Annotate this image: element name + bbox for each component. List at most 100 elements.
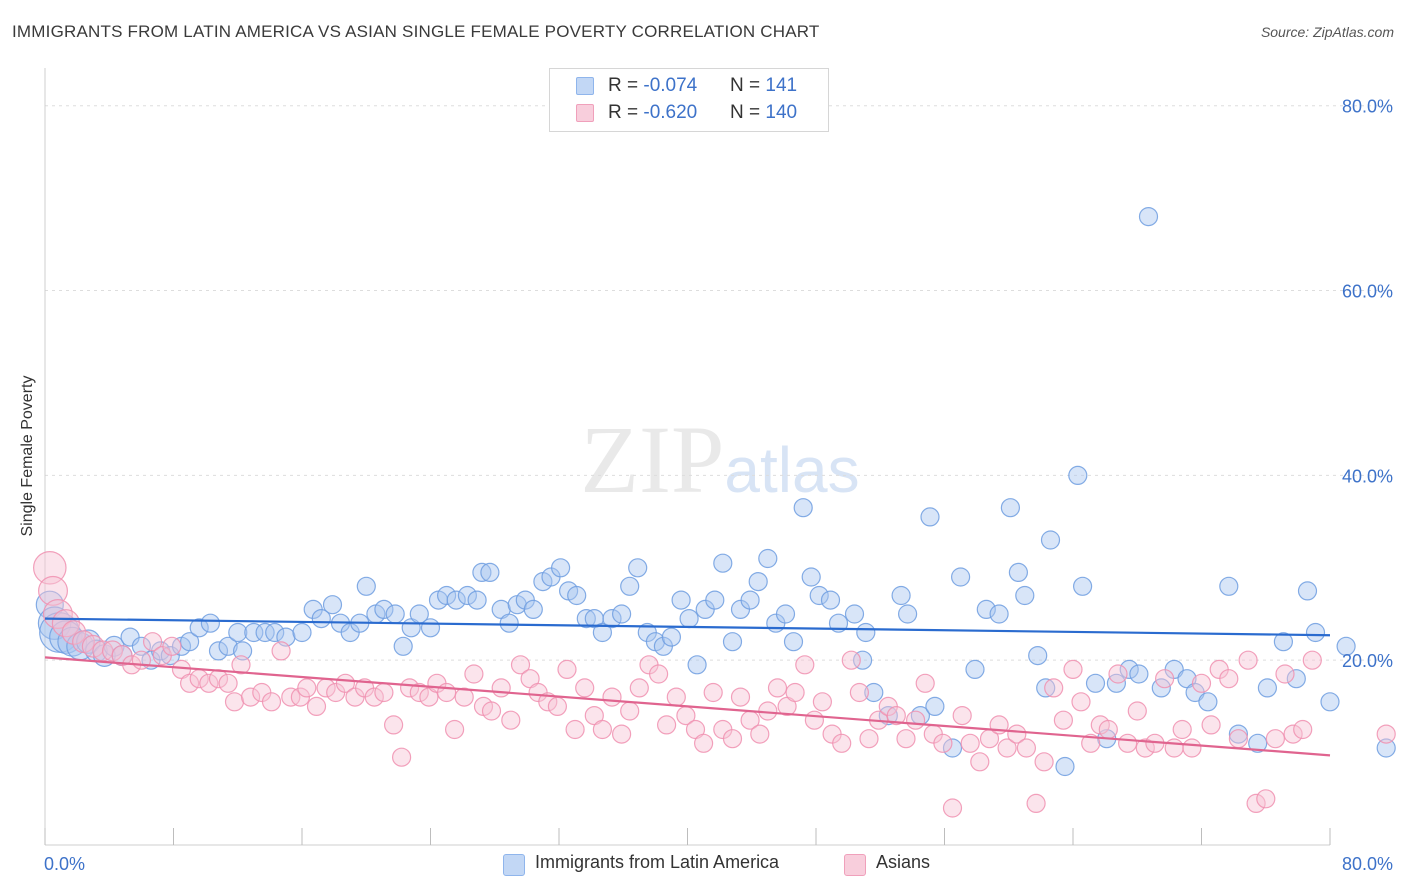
asians-point (1238, 650, 1258, 670)
latin-america-point (1257, 678, 1278, 698)
asians-point (557, 659, 577, 680)
asians-point (481, 701, 502, 721)
asians-point (905, 710, 926, 730)
latin-america-point (661, 627, 682, 647)
asians-point (1127, 701, 1147, 721)
latin-america-point (1219, 576, 1239, 596)
asians-point (656, 715, 677, 735)
asians-point (1053, 710, 1074, 730)
latin-america-point (1376, 738, 1396, 758)
latin-america-point (722, 632, 743, 652)
legend-r-value: -0.074 (643, 75, 698, 96)
latin-america-point (180, 632, 200, 652)
asians-point (464, 664, 484, 684)
asians-point (1219, 669, 1239, 689)
latin-america-point (620, 576, 640, 596)
latin-america-point (891, 585, 911, 606)
axes (44, 68, 1331, 846)
asians-point (1063, 659, 1083, 680)
latin-america-point (809, 585, 829, 606)
latin-america-point (472, 562, 492, 583)
grid-lines (45, 105, 1392, 661)
y-tick-label: 20.0% (1342, 651, 1393, 671)
asians-point (849, 682, 870, 703)
asians-point (241, 687, 261, 707)
latin-america-point (783, 632, 804, 652)
bottom-legend-label: Asians (876, 852, 931, 872)
latin-america-point (499, 613, 519, 633)
asians-point (180, 673, 200, 693)
asians-point (1026, 793, 1046, 814)
asians-point (392, 747, 412, 767)
y-tick-label: 80.0% (1342, 97, 1393, 117)
latin-america-point (705, 590, 725, 610)
asians-point (785, 682, 805, 703)
asians-point (1283, 724, 1303, 744)
latin-america-point (950, 567, 971, 587)
asians-point (804, 710, 825, 730)
latin-america-point (852, 650, 873, 670)
latin-america-point (1085, 673, 1106, 693)
asians-point (886, 705, 906, 726)
asians-point (454, 687, 474, 707)
asians-point (565, 719, 585, 740)
latin-america-point (1228, 724, 1249, 744)
asians-point (767, 678, 788, 698)
legend-swatch-blue (576, 77, 594, 95)
asians-point (1293, 719, 1313, 740)
asians-point (575, 678, 595, 698)
asians-point (42, 598, 73, 629)
asians-point (162, 636, 182, 656)
asians-point (997, 738, 1017, 758)
asians-point (620, 701, 640, 721)
latin-america-point (255, 622, 275, 643)
asians-point (37, 575, 68, 606)
latin-america-point (1198, 692, 1218, 712)
latin-america-point (828, 613, 849, 633)
asians-point (960, 733, 980, 753)
asians-point (859, 729, 879, 749)
latin-america-point (1015, 585, 1035, 606)
latin-america-point (965, 659, 985, 680)
legend-swatch-pink (576, 104, 594, 122)
x-tick-label: 0.0% (44, 854, 85, 874)
latin-america-point (1286, 669, 1306, 689)
asians-point (693, 733, 714, 753)
latin-america-point (265, 622, 285, 643)
latin-america-point (976, 599, 996, 620)
asians-point (750, 724, 770, 744)
legend-row-asians: R = -0.620 N = 140 (550, 100, 828, 126)
latin-america-point (420, 618, 441, 638)
asians-point (611, 724, 632, 744)
latin-america-point (523, 599, 543, 620)
asians-point (1098, 719, 1118, 740)
latin-america-point (820, 590, 841, 610)
latin-america-point (393, 636, 413, 656)
trend-lines (44, 617, 1331, 757)
asians-point (224, 692, 245, 712)
legend-n-value: 140 (765, 102, 798, 123)
latin-america-point (233, 641, 253, 661)
asians-point (297, 678, 317, 698)
asians-point (1044, 678, 1064, 698)
asians-point (445, 719, 465, 740)
latin-america-point (228, 622, 248, 643)
asians-trend-line (44, 656, 1331, 757)
asians-point (1117, 733, 1138, 753)
latin-america-point (671, 590, 691, 610)
latin-america-point (628, 558, 648, 578)
latin-america-point (801, 567, 821, 587)
latin-america-point (679, 608, 699, 629)
latin-america-point (1336, 636, 1356, 656)
latin-america-point (713, 553, 733, 573)
latin-america-point (864, 682, 884, 703)
asians-point (952, 705, 972, 726)
asians-point (306, 696, 327, 717)
latin-america-point (1036, 678, 1056, 698)
latin-america-point (592, 622, 613, 643)
latin-america-point (385, 604, 405, 624)
latin-america-point (576, 608, 596, 629)
bottom-legend-swatch-blue (503, 854, 525, 876)
asians-point (1265, 729, 1286, 749)
